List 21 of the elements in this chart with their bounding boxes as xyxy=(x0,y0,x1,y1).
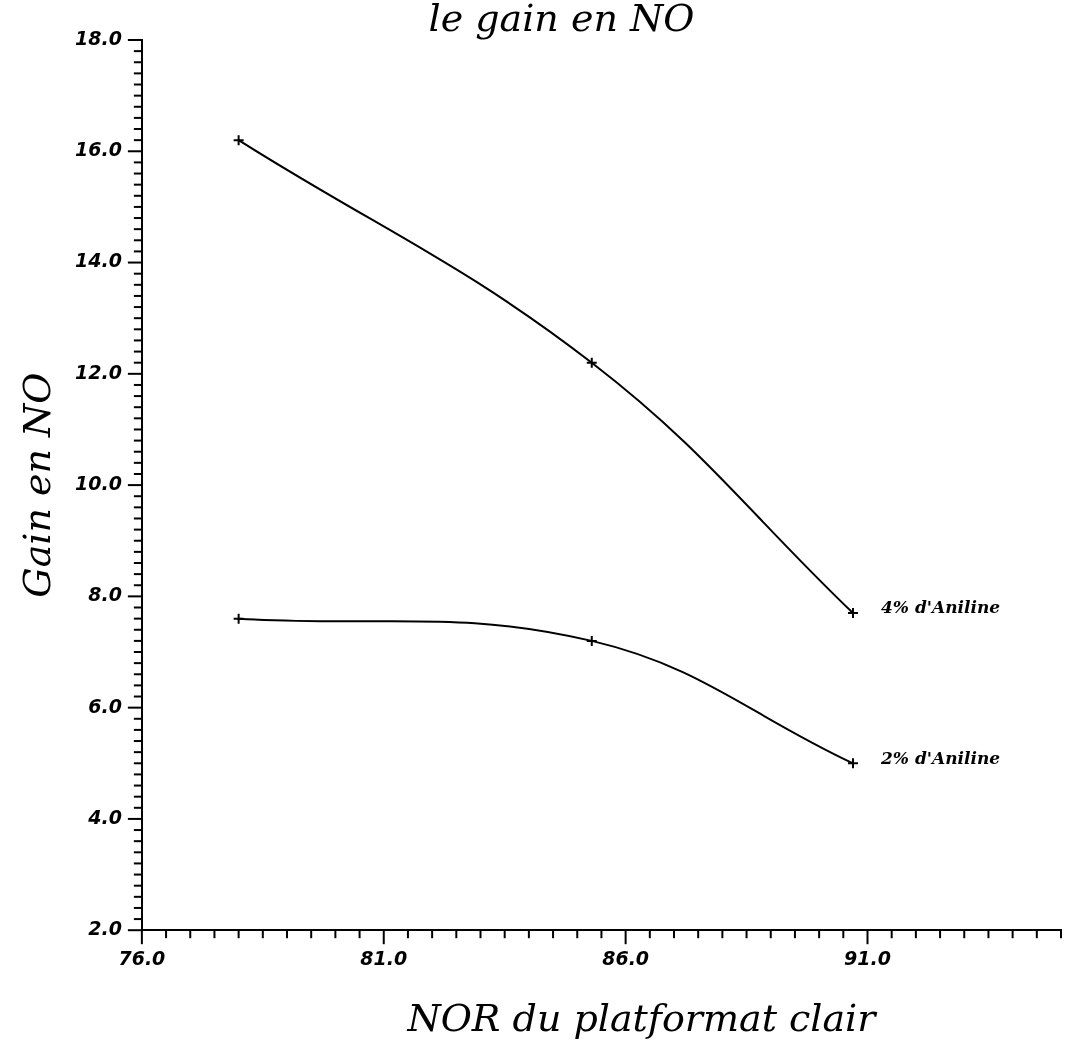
y-tick-label: 4.0 xyxy=(87,805,122,828)
y-tick-label: 8.0 xyxy=(88,583,122,606)
y-tick-label: 2.0 xyxy=(88,917,122,940)
y-tick-label: 10.0 xyxy=(74,472,122,495)
series-label: 2% d'Aniline xyxy=(879,747,1001,768)
point xyxy=(232,134,245,147)
x-tick-label: 76.0 xyxy=(118,946,166,969)
x-tick-label: 91.0 xyxy=(844,946,891,969)
y-tick-label: 16.0 xyxy=(74,138,122,161)
point xyxy=(232,612,245,625)
x-tick-label: 81.0 xyxy=(360,946,408,969)
y-tick-label: 12.0 xyxy=(74,360,122,383)
y-axis-title: Gain en NO xyxy=(14,372,59,598)
y-tick-label: 6.0 xyxy=(88,694,122,717)
x-tick-label: 86.0 xyxy=(602,946,650,969)
y-tick-label: 18.0 xyxy=(74,26,122,49)
x-axis-title: NOR du platformat clair xyxy=(406,995,879,1040)
chart-title: le gain en NO xyxy=(428,0,695,40)
series-label: 4% d'Aniline xyxy=(880,597,1001,618)
point xyxy=(585,356,598,369)
y-tick-label: 14.0 xyxy=(74,249,122,272)
